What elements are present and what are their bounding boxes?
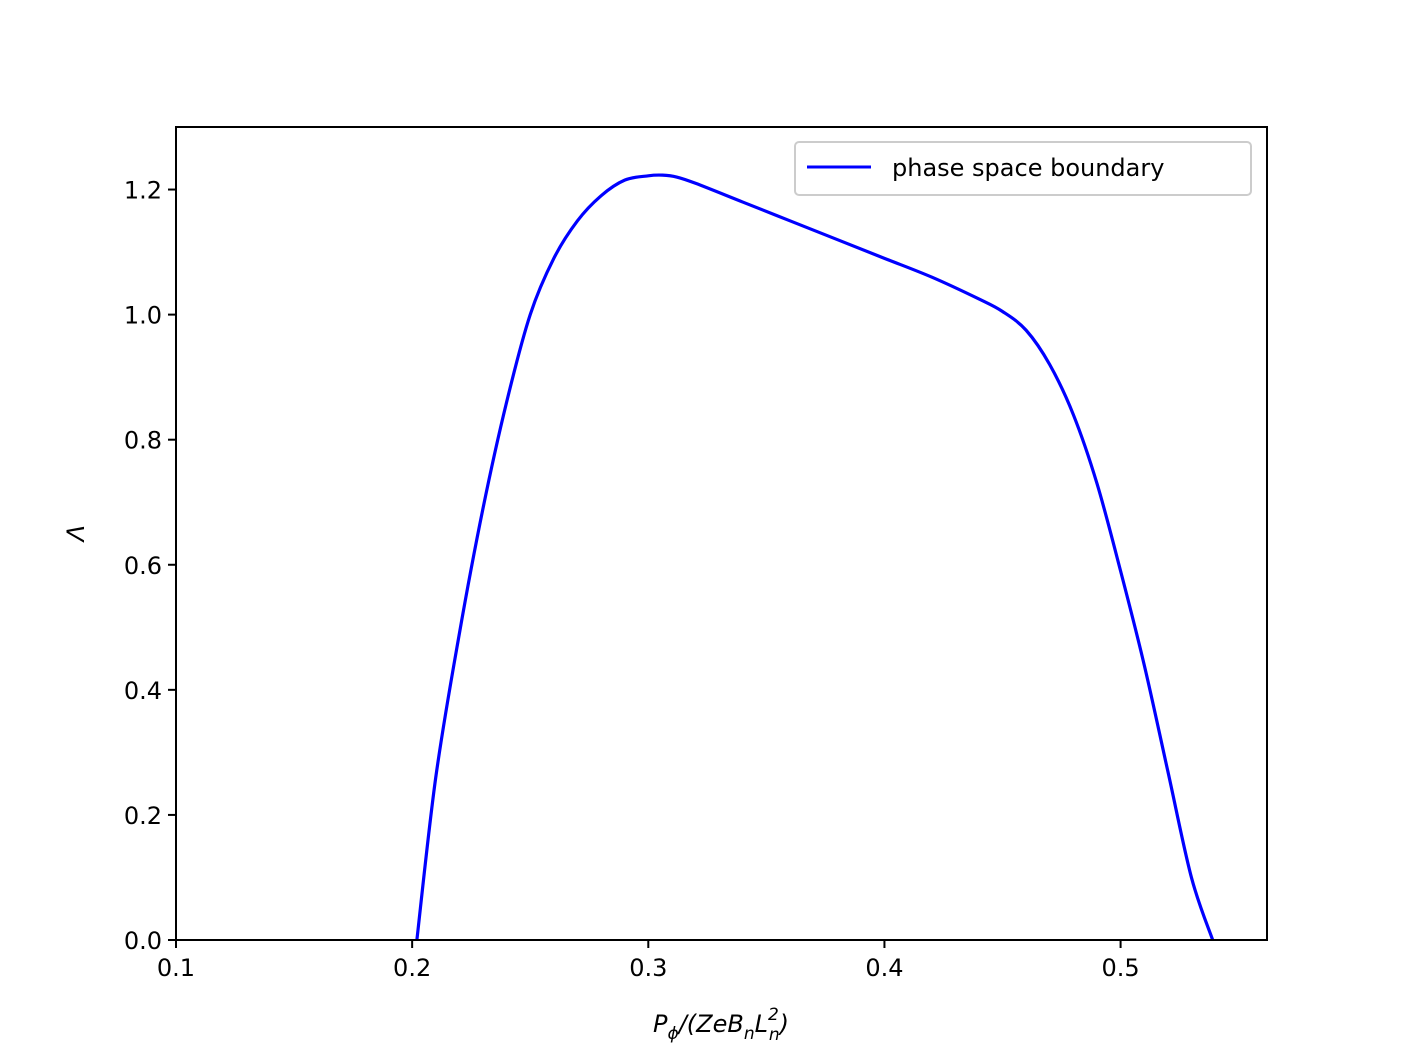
legend-label: phase space boundary — [892, 154, 1164, 182]
plot-frame — [175, 126, 1268, 941]
y-axis-ticks: 0.0 0.2 0.4 0.6 0.8 1.0 1.2 — [124, 177, 176, 955]
series-layer — [415, 173, 1215, 941]
x-tick-label: 0.5 — [1102, 954, 1140, 982]
x-axis-label: Pϕ/(ZeBnL2 n) — [653, 1005, 789, 1045]
y-tick-label: 0.2 — [124, 802, 162, 830]
x-tick-label: 0.1 — [157, 954, 195, 982]
y-tick-label: 0.0 — [124, 927, 162, 955]
y-tick-label: 0.4 — [124, 677, 162, 705]
x-tick-label: 0.4 — [865, 954, 903, 982]
plot-area — [176, 127, 1267, 940]
y-tick-label: 1.2 — [124, 177, 162, 205]
legend-box — [794, 141, 1252, 196]
legend: phase space boundary — [794, 141, 1252, 196]
x-tick-label: 0.2 — [393, 954, 431, 982]
y-tick-label: 0.6 — [124, 552, 162, 580]
x-tick-label: 0.3 — [629, 954, 667, 982]
y-tick-label: 0.8 — [124, 427, 162, 455]
y-tick-label: 1.0 — [124, 302, 162, 330]
series-line-phase-space-boundary — [415, 173, 1215, 941]
y-axis-label: Λ — [62, 525, 90, 543]
x-axis-ticks: 0.1 0.2 0.3 0.4 0.5 — [157, 940, 1140, 982]
